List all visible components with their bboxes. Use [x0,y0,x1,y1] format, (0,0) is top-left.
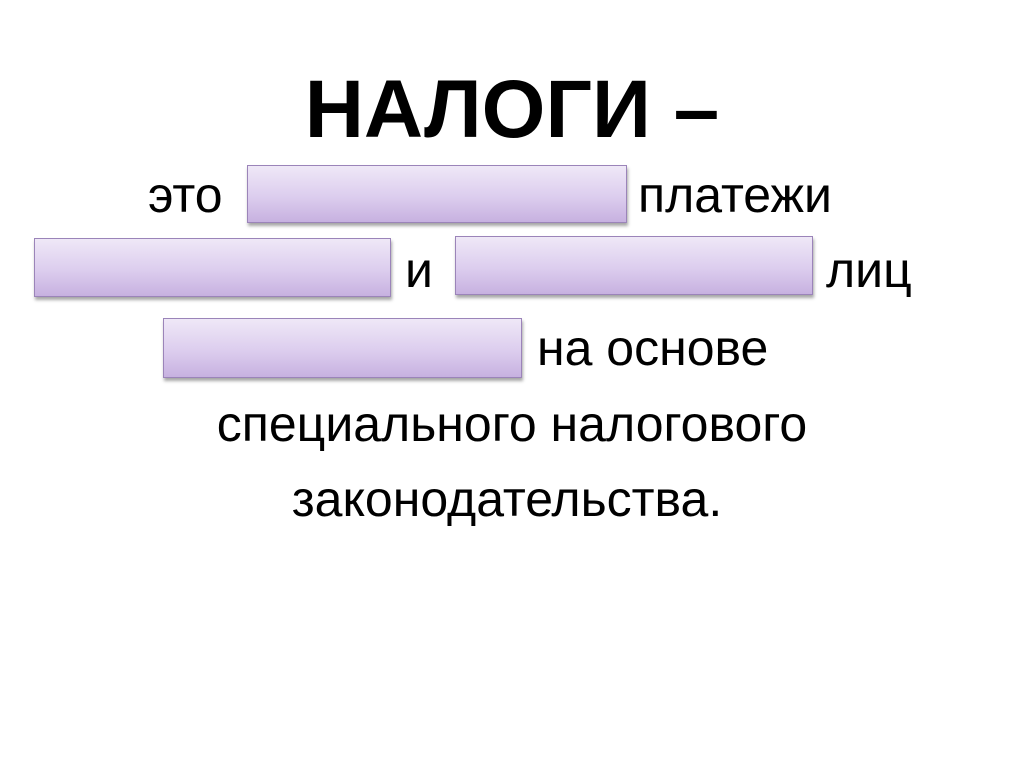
text-i: и [405,242,433,298]
hidden-answer-box-1[interactable] [247,165,627,223]
text-eto: это [148,167,223,223]
hidden-answer-box-4[interactable] [163,318,522,378]
text-line4: специального налогового [216,396,808,452]
slide-title: НАЛОГИ – [304,64,720,155]
text-line5: законодательства. [291,471,723,527]
hidden-answer-box-2[interactable] [34,238,391,297]
text-platezhi: платежи [638,167,832,223]
text-na-osnove: на основе [537,320,769,376]
hidden-answer-box-3[interactable] [455,236,813,295]
text-lits: лиц [826,242,912,298]
